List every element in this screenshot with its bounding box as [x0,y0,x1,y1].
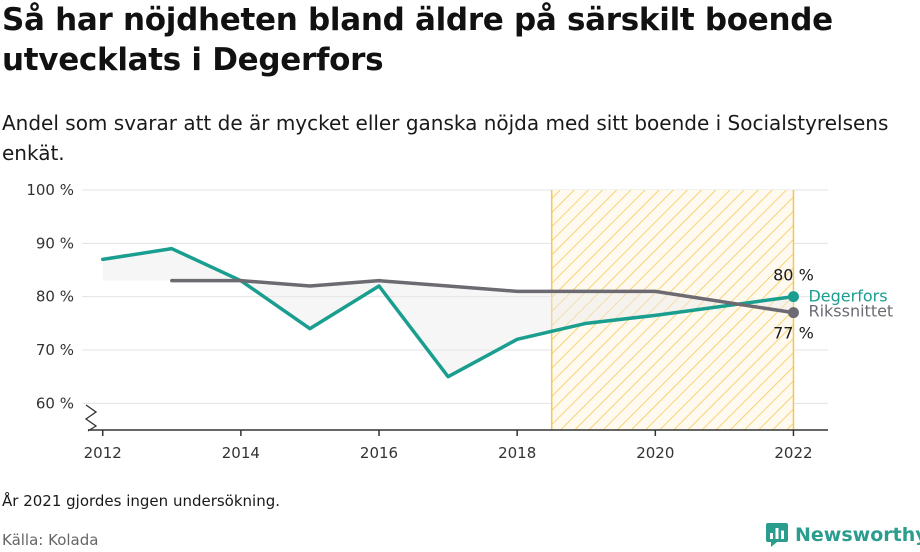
x-tick-label-2012: 2012 [84,444,122,462]
y-tick-label-70: 70 % [36,341,74,359]
y-tick-label-60: 60 % [36,394,74,412]
end-point-degerfors [787,291,799,303]
y-tick-label-90: 90 % [36,234,74,252]
highlight-band [551,190,794,430]
x-tick-label-2014: 2014 [222,444,260,462]
newsworthy-logo-icon [766,523,788,547]
axis-break-icon [84,404,98,432]
difference-area [102,248,794,377]
x-tick-label-2020: 2020 [636,444,674,462]
y-tick-label-100: 100 % [26,181,74,199]
end-value-label-degerfors: 80 % [773,266,814,285]
chart-title: Så har nöjdheten bland äldre på särskilt… [2,2,833,78]
series-name-rikssnittet: Rikssnittet [808,302,893,321]
source-text: Källa: Kolada [2,531,99,549]
series-name-degerfors: Degerfors [808,287,887,306]
series-line-rikssnittet [170,278,796,315]
end-value-label-rikssnittet: 77 % [773,324,814,343]
x-tick-label-2016: 2016 [360,444,398,462]
x-tick-label-2018: 2018 [498,444,536,462]
series-line-degerfors [100,246,796,379]
y-tick-label-80: 80 % [36,288,74,306]
end-point-rikssnittet [787,307,799,319]
brand[interactable]: Newsworthy [765,520,920,550]
x-tick-label-2022: 2022 [774,444,812,462]
chart-subtitle: Andel som svarar att de är mycket eller … [2,111,889,165]
footnote: År 2021 gjordes ingen undersökning. [2,492,281,510]
brand-name: Newsworthy [795,524,920,546]
